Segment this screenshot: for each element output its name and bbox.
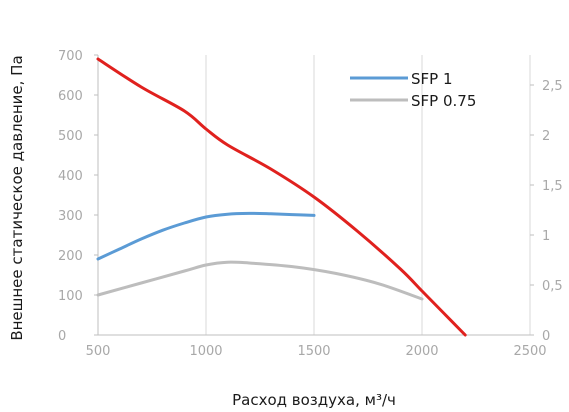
series-lines xyxy=(96,57,467,337)
x-tick-label: 1000 xyxy=(189,344,222,359)
y-tick-label: 700 xyxy=(58,49,83,64)
x-tick-label: 2500 xyxy=(513,344,546,359)
y-tick-label: 300 xyxy=(58,209,83,224)
x-axis-title: Расход воздуха, м³/ч xyxy=(232,391,396,409)
x-tick-label: 1500 xyxy=(297,344,330,359)
legend: SFP 1 SFP 0.75 xyxy=(350,70,476,110)
y2-tick-label: 1,5 xyxy=(542,179,563,194)
y2-tick-label: 0 xyxy=(542,329,550,344)
y-tick-label: 500 xyxy=(58,129,83,144)
x-tick-label: 500 xyxy=(86,344,111,359)
y2-tick-label: 1 xyxy=(542,229,550,244)
x-tick-label: 2000 xyxy=(405,344,438,359)
legend-label: SFP 1 xyxy=(411,70,453,88)
y-tick-label: 0 xyxy=(58,329,66,344)
y2-tick-label: 0,5 xyxy=(542,279,563,294)
y-tick-label: 400 xyxy=(58,169,83,184)
y-tick-label: 100 xyxy=(58,289,83,304)
series-line-sfp-0-75 xyxy=(96,260,424,301)
y2-axis-ticks: 0 0,5 1 1,5 2 2,5 xyxy=(530,79,563,344)
legend-label: SFP 0.75 xyxy=(411,92,476,110)
series-line-system-curve xyxy=(96,57,467,337)
y-axis-ticks: 0 100 200 300 400 500 600 700 xyxy=(58,49,98,344)
x-axis-ticks: 500 1000 1500 2000 2500 xyxy=(86,344,547,359)
axes xyxy=(97,55,530,336)
y-tick-label: 200 xyxy=(58,249,83,264)
y2-tick-label: 2 xyxy=(542,129,550,144)
y2-tick-label: 2,5 xyxy=(542,79,563,94)
series-line-sfp-1 xyxy=(96,211,316,261)
y-axis-title: Внешнее статическое давление, Па xyxy=(8,55,26,340)
y-tick-label: 600 xyxy=(58,89,83,104)
